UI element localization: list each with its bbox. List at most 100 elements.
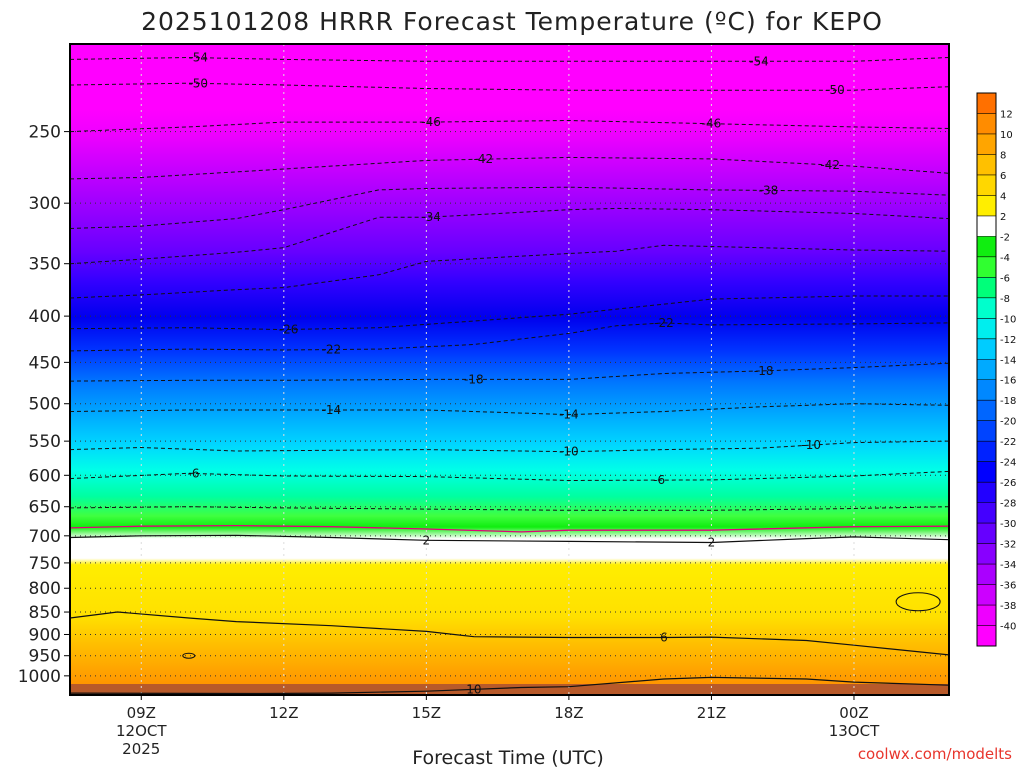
colorbar-label: -34 <box>1000 560 1016 571</box>
pressure-tick-label: 600 <box>29 466 61 486</box>
contour-line-m6 <box>70 470 949 482</box>
contour-label-text: -50 <box>825 83 845 97</box>
pressure-axis: 2503003504004505005506006507007508008509… <box>18 123 70 687</box>
colorbar-label: -20 <box>1000 417 1016 428</box>
colorbar-frame <box>976 92 997 647</box>
colorbar-label: -4 <box>1000 253 1010 264</box>
contour-line-2 <box>70 534 949 544</box>
contour-cell-6-small <box>182 652 196 659</box>
colorbar-swatch <box>977 113 996 135</box>
colorbar-label: -8 <box>1000 294 1010 305</box>
contour-label-text: -26 <box>279 323 299 337</box>
contour-label-text: 10 <box>466 682 481 696</box>
contour-label: -54 <box>749 54 769 68</box>
colorbar-swatch <box>977 379 996 401</box>
contour-label-text: -14 <box>559 408 579 422</box>
colorbar-swatch <box>977 605 996 627</box>
colorbar-swatch <box>977 277 996 299</box>
pressure-tick-label: 500 <box>29 395 61 415</box>
contour-lines <box>70 56 949 695</box>
contour-label-text: 6 <box>660 631 668 645</box>
contour-label-text: -46 <box>702 117 722 131</box>
contour-label: -14 <box>322 403 342 417</box>
x-axis-label: Forecast Time (UTC) <box>412 747 603 768</box>
colorbar-swatch <box>977 318 996 340</box>
contour-line-m42 <box>70 156 949 180</box>
colorbar-swatch <box>977 297 996 319</box>
contour-label: -54 <box>188 51 208 65</box>
contour-label: 10 <box>466 682 481 696</box>
contour-label: -26 <box>279 323 299 337</box>
freezing-line <box>70 524 949 533</box>
contour-label-text: -14 <box>322 403 342 417</box>
colorbar-label: -16 <box>1000 376 1016 387</box>
date-tick-label: 13OCT <box>829 722 880 740</box>
colorbar-label: -2 <box>1000 232 1010 243</box>
pressure-tick-label: 900 <box>29 625 61 645</box>
contour-line-m2 <box>70 506 949 511</box>
colorbar-label: -18 <box>1000 396 1016 407</box>
contour-label: -6 <box>188 466 200 480</box>
contour-label-text: -6 <box>653 473 665 487</box>
year-tick-label: 2025 <box>122 740 160 758</box>
time-tick-label: 18Z <box>554 704 583 722</box>
colorbar-swatch <box>977 174 996 196</box>
contour-label-text: -50 <box>188 76 208 90</box>
colorbar-swatch <box>977 195 996 217</box>
contour-label-text: -34 <box>421 210 441 224</box>
colorbar-swatch <box>977 338 996 360</box>
contour-labels: -54 -54 -50 -50 -46 -46 -42 -42 -38 -34 -26 -22 -22 -… <box>188 51 845 696</box>
contour-label: -42 <box>820 158 840 172</box>
contour-label-text: -54 <box>188 51 208 65</box>
contour-line-m10 <box>70 440 949 453</box>
colorbar-swatch <box>977 502 996 524</box>
contour-label: -34 <box>421 210 441 224</box>
contour-label-text: -18 <box>464 372 484 386</box>
contour-label-text: 2 <box>708 535 716 549</box>
time-tick-label: 09Z <box>127 704 156 722</box>
contour-label-text: -18 <box>754 364 774 378</box>
pressure-tick-label: 1000 <box>18 667 61 687</box>
contour-line-m30 <box>70 244 949 299</box>
contour-line-m26 <box>70 295 949 331</box>
colorbar-swatch <box>977 482 996 504</box>
colorbar-label: -10 <box>1000 314 1016 325</box>
contour-label-text: -42 <box>820 158 840 172</box>
contour-label: -46 <box>702 117 722 131</box>
contour-label: -46 <box>421 115 441 129</box>
colorbar-label: -14 <box>1000 355 1016 366</box>
surface-band <box>70 684 949 695</box>
contour-line-6 <box>70 611 949 656</box>
contour-label-text: -6 <box>188 466 200 480</box>
contour-label: -6 <box>653 473 665 487</box>
pressure-tick-label: 750 <box>29 554 61 574</box>
contour-line-m50 <box>70 82 949 91</box>
pressure-tick-label: 700 <box>29 527 61 547</box>
contour-label: -18 <box>754 364 774 378</box>
colorbar-swatch <box>977 400 996 422</box>
colorbar-label: -6 <box>1000 273 1010 284</box>
contour-line-m54 <box>70 56 949 62</box>
colorbar-swatch <box>977 543 996 565</box>
pressure-tick-label: 350 <box>29 255 61 275</box>
time-tick-label: 12Z <box>269 704 298 722</box>
contour-label-text: -46 <box>421 115 441 129</box>
contour-line-m34 <box>70 207 949 265</box>
contour-label: -38 <box>759 183 779 197</box>
pressure-tick-label: 400 <box>29 307 61 327</box>
pressure-tick-label: 450 <box>29 353 61 373</box>
grid-lines <box>70 44 949 695</box>
pressure-tick-label: 250 <box>29 123 61 143</box>
colorbar-swatch <box>977 236 996 258</box>
colorbar-swatch <box>977 461 996 483</box>
time-tick-label: 21Z <box>697 704 726 722</box>
colorbar-swatch <box>977 154 996 176</box>
contour-label-text: -38 <box>759 183 779 197</box>
contour-label: 2 <box>708 535 716 549</box>
contour-label: 6 <box>660 631 668 645</box>
contour-label: -10 <box>559 445 579 459</box>
colorbar-swatch <box>977 133 996 155</box>
contour-line-m18 <box>70 362 949 382</box>
